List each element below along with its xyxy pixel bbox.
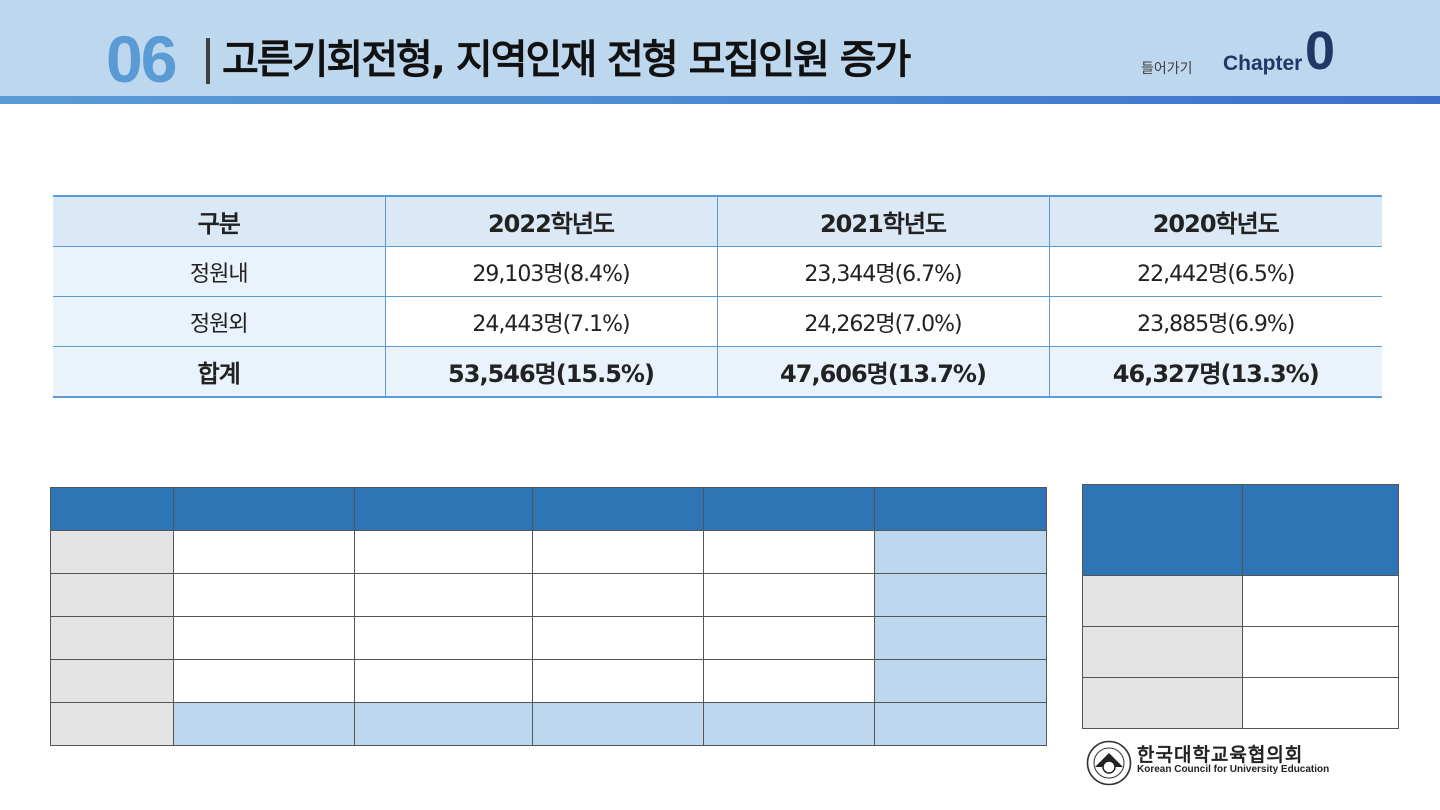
title-separator <box>206 38 210 84</box>
row-label: 합계 <box>53 346 385 398</box>
table-row <box>1082 575 1399 627</box>
page-title: 고른기회전형, 지역인재 전형 모집인원 증가 <box>222 37 911 83</box>
table-cell: 53,546명(15.5%) <box>384 346 717 398</box>
back-link[interactable]: 들어가기 <box>1141 61 1193 77</box>
organization-name-en: Korean Council for University Education <box>1137 764 1330 775</box>
table-cell: 22,442명(6.5%) <box>1048 246 1382 297</box>
table-row <box>1082 677 1399 729</box>
table-row <box>50 573 1047 617</box>
table-row <box>50 530 1047 574</box>
admission-table: 구분 2022학년도 2021학년도 2020학년도 정원내 29,103명(8… <box>53 195 1382 398</box>
column-header: 2022학년도 <box>384 196 717 247</box>
kcue-emblem-icon <box>1086 740 1132 786</box>
table-cell: 24,443명(7.1%) <box>384 296 717 347</box>
table-row <box>50 702 1047 746</box>
empty-grid-table <box>50 487 1047 746</box>
column-header: 2020학년도 <box>1048 196 1382 247</box>
table-cell: 23,885명(6.9%) <box>1048 296 1382 347</box>
table-header-row <box>50 487 1047 531</box>
table-row <box>50 616 1047 660</box>
table-header-row <box>1082 484 1399 576</box>
column-header: 2021학년도 <box>716 196 1049 247</box>
chapter-number[interactable]: 0 <box>1305 21 1336 81</box>
table-cell: 29,103명(8.4%) <box>384 246 717 297</box>
organization-name-ko: 한국대학교육협의회 <box>1137 744 1304 766</box>
table-row <box>50 659 1047 703</box>
row-label: 정원내 <box>53 246 385 297</box>
table-cell: 47,606명(13.7%) <box>716 346 1049 398</box>
chapter-label[interactable]: Chapter <box>1223 52 1303 75</box>
header-band <box>0 0 1440 96</box>
section-number: 06 <box>106 22 177 96</box>
total-row: 합계 53,546명(15.5%) 47,606명(13.7%) 46,327명… <box>53 346 1382 398</box>
table-header-row: 구분 2022학년도 2021학년도 2020학년도 <box>53 196 1382 247</box>
empty-side-table <box>1082 484 1399 729</box>
table-cell: 23,344명(6.7%) <box>716 246 1049 297</box>
column-header: 구분 <box>53 196 385 247</box>
table-row: 정원외 24,443명(7.1%) 24,262명(7.0%) 23,885명(… <box>53 296 1382 347</box>
table-row <box>1082 626 1399 678</box>
row-label: 정원외 <box>53 296 385 347</box>
table-cell: 46,327명(13.3%) <box>1048 346 1382 398</box>
table-row: 정원내 29,103명(8.4%) 23,344명(6.7%) 22,442명(… <box>53 246 1382 297</box>
header-divider <box>0 96 1440 104</box>
table-cell: 24,262명(7.0%) <box>716 296 1049 347</box>
